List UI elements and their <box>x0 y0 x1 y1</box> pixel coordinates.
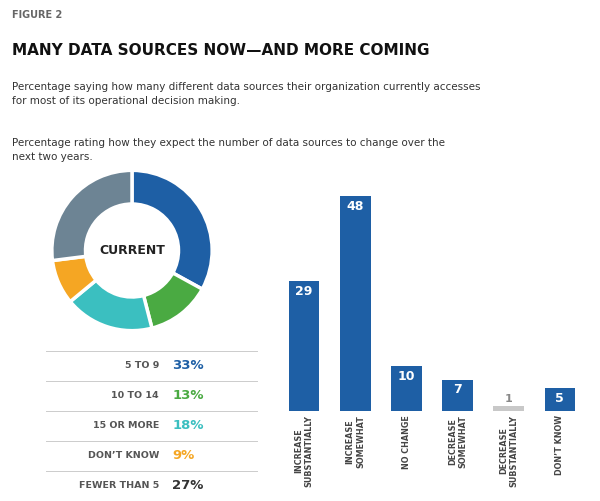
Text: 13%: 13% <box>172 389 204 402</box>
Text: 18%: 18% <box>172 419 204 432</box>
Wedge shape <box>52 257 96 302</box>
Bar <box>340 196 371 411</box>
Wedge shape <box>70 280 152 331</box>
Text: FIGURE 2: FIGURE 2 <box>12 10 62 20</box>
Text: 5 TO 9: 5 TO 9 <box>125 361 159 370</box>
Bar <box>442 380 473 411</box>
Text: DON’T KNOW: DON’T KNOW <box>88 451 159 460</box>
Bar <box>493 406 524 411</box>
Text: 10: 10 <box>398 370 415 383</box>
Text: 33%: 33% <box>172 359 204 372</box>
Text: 29: 29 <box>295 285 313 298</box>
Wedge shape <box>143 273 202 328</box>
Text: 9%: 9% <box>172 449 194 462</box>
Text: 5: 5 <box>556 392 564 405</box>
Text: Percentage saying how many different data sources their organization currently a: Percentage saying how many different dat… <box>12 82 481 106</box>
Text: 15 OR MORE: 15 OR MORE <box>93 421 159 430</box>
Text: 1: 1 <box>505 394 512 404</box>
Bar <box>289 281 319 411</box>
Bar <box>545 388 575 411</box>
Text: FEWER THAN 5: FEWER THAN 5 <box>79 481 159 490</box>
Text: Percentage rating how they expect the number of data sources to change over the
: Percentage rating how they expect the nu… <box>12 138 445 162</box>
Text: CURRENT: CURRENT <box>99 244 165 257</box>
Wedge shape <box>132 170 212 289</box>
Text: MANY DATA SOURCES NOW—AND MORE COMING: MANY DATA SOURCES NOW—AND MORE COMING <box>12 43 430 58</box>
Wedge shape <box>52 170 132 261</box>
Text: 10 TO 14: 10 TO 14 <box>112 391 159 400</box>
Text: 7: 7 <box>453 383 462 396</box>
Text: 27%: 27% <box>172 479 203 492</box>
Text: 48: 48 <box>347 200 364 213</box>
Bar <box>391 366 422 411</box>
